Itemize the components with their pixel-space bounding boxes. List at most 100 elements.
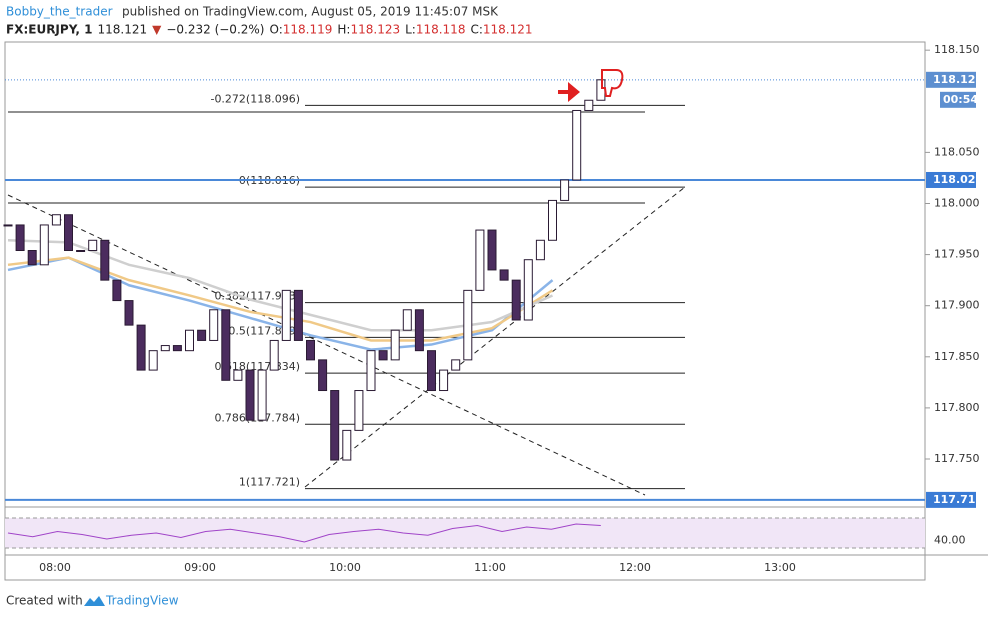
candle	[560, 179, 570, 201]
price-tag-label: 117.710	[933, 493, 983, 506]
plot: 118.150 118.050 118.000 117.950 117.900 117.8…	[3, 43, 983, 574]
fib-label: 0.382(117.903)	[214, 290, 300, 303]
ohlc-label: H:	[337, 23, 350, 37]
candle	[572, 109, 582, 181]
candle	[100, 239, 110, 281]
candle	[390, 329, 400, 361]
ohlc-value: 118.121	[483, 23, 533, 37]
candle	[257, 369, 267, 421]
candle	[221, 309, 231, 381]
candle	[64, 214, 73, 252]
candle	[15, 224, 25, 252]
candle	[596, 79, 606, 101]
candle	[511, 279, 521, 321]
rsi-line	[7, 523, 601, 543]
candle	[172, 345, 182, 352]
candle	[439, 369, 449, 392]
candle	[281, 289, 291, 341]
ohlc-label: O:	[269, 23, 282, 37]
candle	[354, 390, 364, 431]
rsi-tick-label: 40.00	[934, 534, 966, 547]
last-price-tag	[926, 71, 976, 88]
candle	[523, 259, 533, 321]
candle	[51, 214, 61, 226]
change-arrow: ▼	[152, 23, 162, 37]
countdown: 00:54	[943, 93, 978, 106]
symbol: FX:EURJPY, 1	[6, 23, 92, 37]
candle	[160, 345, 170, 352]
moving-average	[7, 239, 554, 332]
candle	[136, 324, 146, 371]
candle	[112, 279, 122, 302]
candle	[330, 390, 340, 461]
candle	[3, 224, 13, 227]
change: −0.232 (−0.2%)	[166, 23, 264, 37]
candle	[245, 369, 255, 421]
countdown-tag	[940, 91, 976, 108]
ohlc-value: 118.119	[283, 23, 333, 37]
candle	[197, 329, 207, 341]
rsi-band	[5, 518, 925, 548]
price-tag-label: 118.023	[933, 173, 983, 186]
tv-logo	[84, 596, 105, 606]
x-tick-label: 12:00	[619, 561, 651, 574]
candle	[148, 350, 158, 371]
last-price-label: 118.121	[933, 73, 983, 86]
candle	[414, 309, 424, 352]
y-tick-label: 118.150	[934, 43, 980, 56]
candle	[499, 269, 509, 281]
author[interactable]: Bobby_the_trader	[6, 5, 113, 19]
ohlc-label: L:	[405, 23, 416, 37]
candle	[475, 229, 485, 291]
symbol-line: FX:EURJPY, 1 118.121 ▼ −0.232 (−0.2%) O: 118.…	[6, 23, 533, 37]
hand-drawing	[601, 69, 624, 97]
y-tick-label: 117.800	[934, 401, 980, 414]
candle	[306, 339, 315, 361]
candle	[318, 359, 328, 392]
fib-label: -0.272(118.096)	[210, 92, 300, 105]
candle	[584, 99, 594, 111]
x-tick-label: 11:00	[474, 561, 506, 574]
candle	[427, 350, 436, 392]
candle	[378, 350, 388, 361]
published: published on TradingView.com, August 05,…	[122, 5, 499, 19]
trend-line	[7, 194, 646, 496]
y-tick-label: 118.050	[934, 145, 980, 158]
last-price: 118.121	[97, 23, 147, 37]
price-tag	[926, 491, 976, 508]
moving-average	[7, 256, 554, 342]
y-tick-label: 117.750	[934, 452, 980, 465]
y-tick-label: 117.950	[934, 248, 980, 261]
price-tag	[926, 171, 976, 188]
x-tick-label: 10:00	[329, 561, 361, 574]
candle	[402, 309, 412, 331]
y-tick-label: 118.000	[934, 196, 980, 209]
candle	[39, 224, 49, 266]
candle	[124, 300, 134, 326]
moving-average	[7, 256, 554, 351]
candle	[366, 350, 376, 392]
candle	[342, 429, 352, 461]
ohlc-value: 118.118	[416, 23, 466, 37]
brand[interactable]: TradingView	[105, 594, 179, 608]
candle	[27, 250, 37, 266]
candle	[233, 369, 243, 381]
ohlc-value: 118.123	[350, 23, 400, 37]
y-tick-label: 117.900	[934, 299, 980, 312]
created-with: Created with	[6, 594, 83, 608]
ohlc-label: C:	[470, 23, 482, 37]
fib-label: 0.786(117.784)	[214, 411, 300, 424]
x-tick-label: 13:00	[764, 561, 796, 574]
arrow-drawing	[558, 82, 580, 102]
candle	[293, 289, 303, 341]
candle	[185, 329, 194, 352]
candle	[76, 250, 86, 253]
y-tick-label: 117.850	[934, 350, 980, 363]
fib-label: 1(117.721)	[239, 476, 300, 489]
x-tick-label: 08:00	[39, 561, 71, 574]
candle	[451, 359, 461, 371]
candle	[209, 309, 219, 341]
candle	[88, 239, 98, 252]
